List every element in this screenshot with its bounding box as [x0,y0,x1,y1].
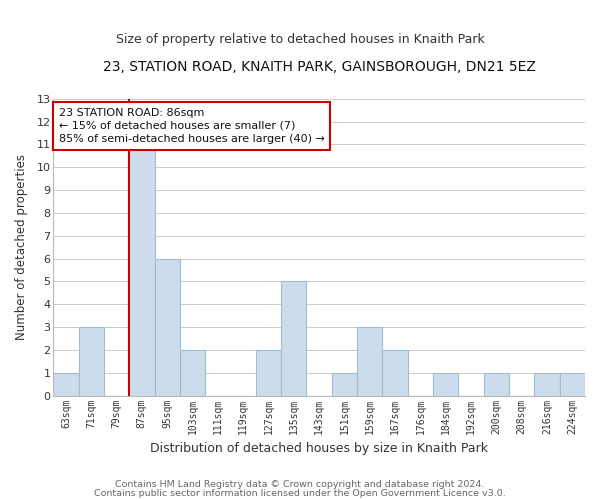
Text: Contains public sector information licensed under the Open Government Licence v3: Contains public sector information licen… [94,488,506,498]
Bar [433,373,458,396]
Bar [484,373,509,396]
Bar [180,350,205,396]
Bar [332,373,357,396]
Bar [560,373,585,396]
Y-axis label: Number of detached properties: Number of detached properties [15,154,28,340]
Bar [281,282,307,396]
Bar [79,327,104,396]
Bar [256,350,281,396]
X-axis label: Distribution of detached houses by size in Knaith Park: Distribution of detached houses by size … [150,442,488,455]
Bar [535,373,560,396]
Bar [155,258,180,396]
Bar [129,144,155,396]
Title: 23, STATION ROAD, KNAITH PARK, GAINSBOROUGH, DN21 5EZ: 23, STATION ROAD, KNAITH PARK, GAINSBORO… [103,60,536,74]
Bar [357,327,382,396]
Text: Contains HM Land Registry data © Crown copyright and database right 2024.: Contains HM Land Registry data © Crown c… [115,480,485,489]
Text: 23 STATION ROAD: 86sqm
← 15% of detached houses are smaller (7)
85% of semi-deta: 23 STATION ROAD: 86sqm ← 15% of detached… [59,108,325,144]
Text: Size of property relative to detached houses in Knaith Park: Size of property relative to detached ho… [116,32,484,46]
Bar [53,373,79,396]
Bar [382,350,408,396]
